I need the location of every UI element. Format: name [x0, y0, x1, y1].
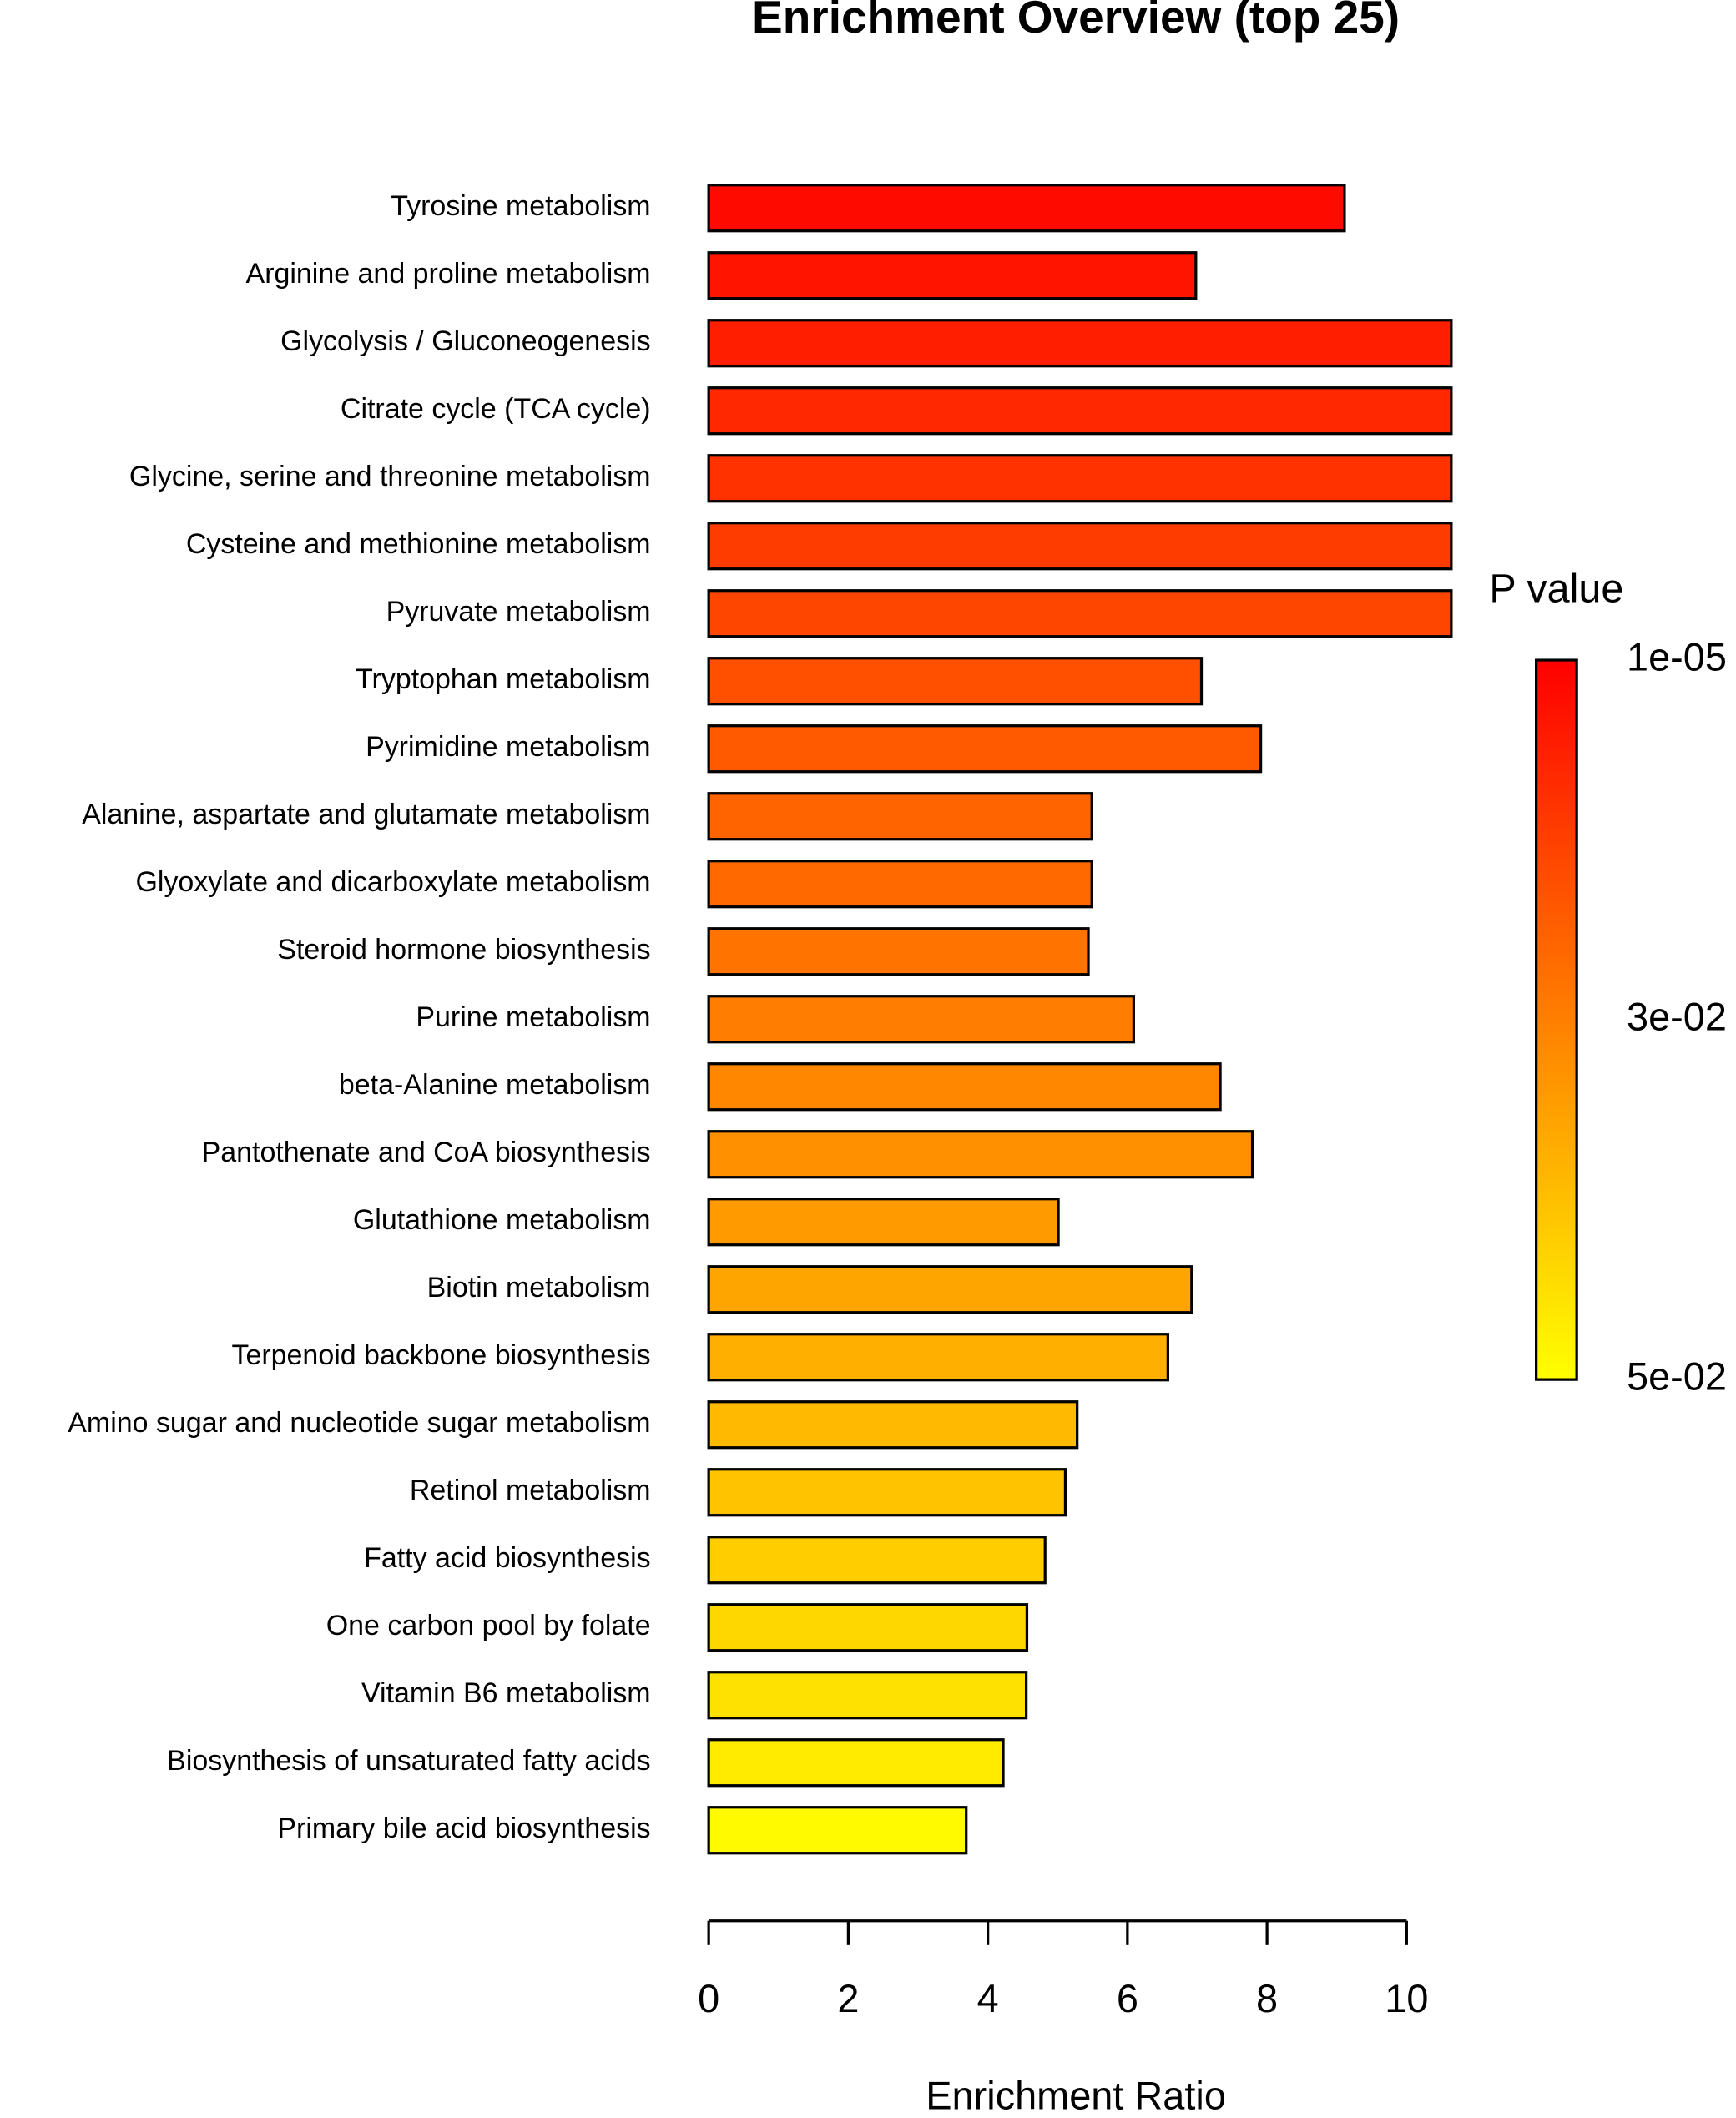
y-tick-label: Purine metabolism — [416, 1001, 650, 1033]
x-tick-label: 8 — [1256, 1977, 1278, 2020]
bar — [707, 1468, 1067, 1517]
chart-title: Enrichment Overview (top 25) — [752, 0, 1400, 43]
y-tick-label: Retinol metabolism — [410, 1475, 651, 1506]
y-tick-label: Vitamin B6 metabolism — [361, 1677, 651, 1709]
bar — [707, 251, 1198, 300]
bar — [707, 1265, 1194, 1314]
bar — [707, 1198, 1060, 1247]
bar — [707, 1400, 1079, 1450]
colorbar-tick-label: 5e-02 — [1627, 1355, 1727, 1399]
y-tick-label: Pantothenate and CoA biosynthesis — [202, 1137, 651, 1168]
colorbar-tick-label: 3e-02 — [1627, 995, 1727, 1038]
bar — [707, 386, 1453, 436]
y-tick-label: Pyrimidine metabolism — [366, 731, 651, 763]
bar — [707, 860, 1093, 909]
bar — [707, 724, 1263, 774]
y-tick-label: Citrate cycle (TCA cycle) — [341, 393, 651, 425]
bar — [707, 995, 1136, 1044]
bar — [707, 1333, 1169, 1382]
bar — [707, 454, 1453, 503]
bar — [707, 1536, 1047, 1585]
y-tick-label: Glutathione metabolism — [353, 1204, 651, 1236]
y-tick-label: Primary bile acid biosynthesis — [277, 1813, 650, 1844]
colorbar — [1535, 658, 1578, 1381]
y-tick-label: Amino sugar and nucleotide sugar metabol… — [68, 1407, 650, 1439]
y-tick-label: Biotin metabolism — [427, 1272, 651, 1304]
bar — [707, 1671, 1028, 1720]
bar — [707, 792, 1093, 841]
bar — [707, 1130, 1254, 1179]
x-axis-label: Enrichment Ratio — [926, 2075, 1226, 2118]
x-tick-label: 4 — [977, 1977, 999, 2020]
y-tick-label: Glyoxylate and dicarboxylate metabolism — [135, 866, 650, 898]
bar — [707, 319, 1453, 368]
y-tick-label: Arginine and proline metabolism — [246, 258, 651, 290]
y-tick-label: Biosynthesis of unsaturated fatty acids — [167, 1745, 650, 1777]
bar — [707, 184, 1346, 233]
y-tick-label: Cysteine and methionine metabolism — [186, 528, 651, 560]
y-tick-label: beta-Alanine metabolism — [339, 1069, 651, 1101]
bar — [707, 657, 1204, 706]
y-tick-label: One carbon pool by folate — [326, 1610, 651, 1641]
x-tick-label: 10 — [1385, 1977, 1428, 2020]
bar — [707, 1062, 1222, 1112]
colorbar-title: P value — [1489, 566, 1623, 611]
y-tick-label: Tryptophan metabolism — [356, 663, 651, 695]
x-tick-label: 6 — [1117, 1977, 1138, 2020]
bar — [707, 1738, 1005, 1788]
x-tick-label: 0 — [698, 1977, 719, 2020]
y-tick-label: Tyrosine metabolism — [391, 190, 650, 222]
y-tick-label: Glycolysis / Gluconeogenesis — [280, 325, 650, 357]
y-tick-label: Steroid hormone biosynthesis — [277, 934, 650, 966]
bar — [707, 927, 1090, 976]
colorbar-tick-label: 1e-05 — [1627, 635, 1727, 678]
bar — [707, 1603, 1029, 1652]
bar — [707, 589, 1453, 638]
y-tick-label: Pyruvate metabolism — [386, 596, 651, 628]
y-tick-label: Alanine, aspartate and glutamate metabol… — [82, 799, 650, 830]
y-tick-label: Fatty acid biosynthesis — [364, 1542, 650, 1574]
y-tick-label: Terpenoid backbone biosynthesis — [232, 1339, 651, 1371]
bar — [707, 522, 1453, 571]
x-tick-label: 2 — [837, 1977, 859, 2020]
y-tick-label: Glycine, serine and threonine metabolism — [129, 461, 651, 492]
bar — [707, 1806, 968, 1855]
